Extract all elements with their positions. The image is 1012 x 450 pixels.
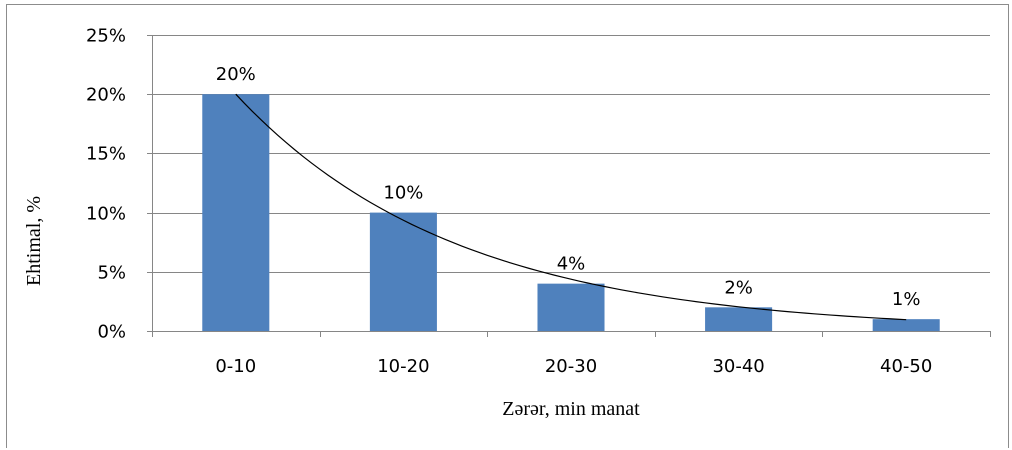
y-tick-label: 10%: [86, 204, 126, 225]
y-tick-label: 0%: [97, 322, 126, 343]
bars: [202, 94, 940, 331]
axes: 0% 5% 10% 15% 20% 25% 0-10 10-20 20-30 30-40 40-50: [86, 26, 991, 377]
bar: [537, 283, 605, 331]
exponential-trendline: [235, 93, 907, 321]
y-tick-label: 15%: [86, 144, 126, 165]
y-tick-label: 25%: [86, 26, 126, 47]
x-axis-title: Zərər, min manat: [502, 398, 640, 420]
gridlines: [152, 35, 990, 273]
bar: [872, 319, 940, 331]
data-label: 4%: [557, 254, 586, 275]
y-tick-label: 20%: [86, 85, 126, 106]
x-tick-label: 20-30: [545, 356, 597, 377]
bar: [369, 212, 437, 331]
data-labels: 20% 10% 4% 2% 1%: [216, 64, 921, 310]
bar: [705, 307, 773, 331]
chart-frame: [6, 4, 1009, 448]
x-tick-label: 0-10: [215, 356, 256, 377]
y-axis-title: Ehtimal, %: [23, 196, 45, 286]
y-tick-label: 5%: [97, 263, 126, 284]
data-label: 2%: [724, 277, 753, 298]
data-label: 10%: [383, 183, 423, 204]
x-tick-label: 10-20: [377, 356, 429, 377]
bar: [202, 94, 270, 331]
data-label: 20%: [216, 64, 256, 85]
trendline: [235, 93, 907, 321]
data-label: 1%: [892, 289, 921, 310]
x-tick-label: 30-40: [712, 356, 764, 377]
x-tick-label: 40-50: [880, 356, 932, 377]
